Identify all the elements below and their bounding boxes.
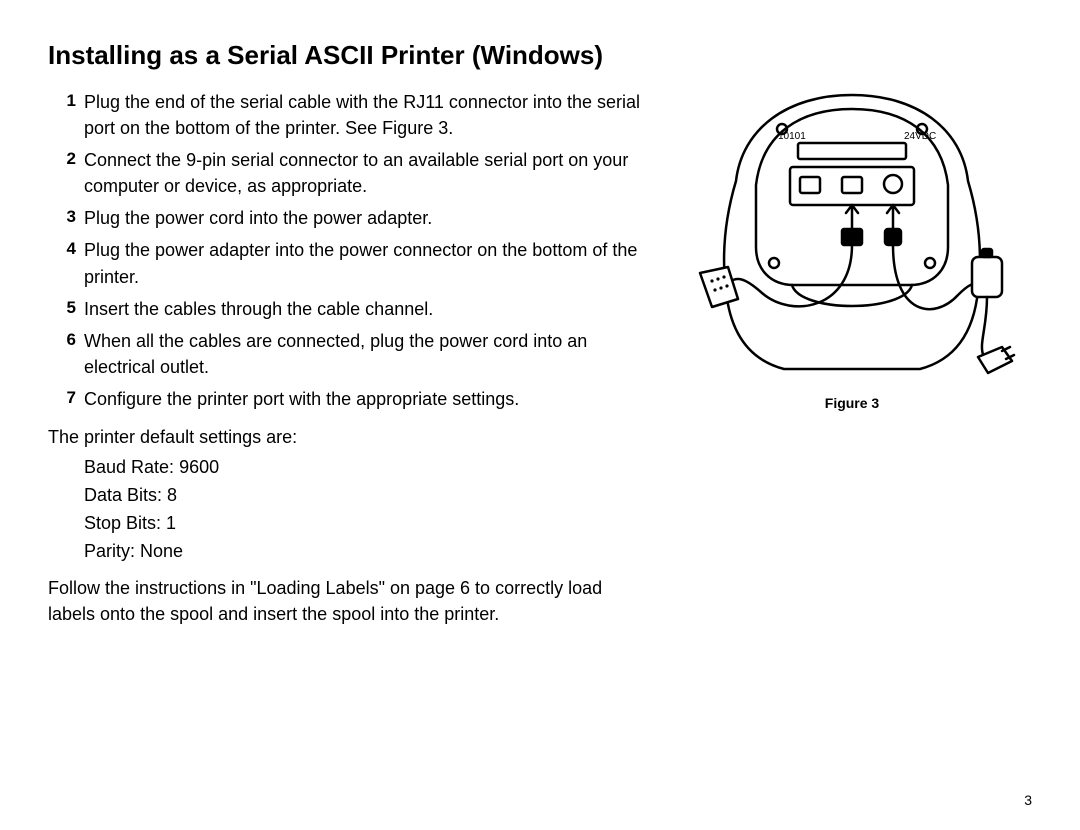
step: 7Configure the printer port with the app… xyxy=(48,386,640,412)
setting-item: Stop Bits: 1 xyxy=(84,510,640,536)
settings-intro: The printer default settings are: xyxy=(48,424,640,450)
step: 4Plug the power adapter into the power c… xyxy=(48,237,640,289)
manual-page: Installing as a Serial ASCII Printer (Wi… xyxy=(0,0,1080,830)
step: 1Plug the end of the serial cable with t… xyxy=(48,89,640,141)
figure-caption: Figure 3 xyxy=(672,395,1032,411)
step-text: Connect the 9-pin serial connector to an… xyxy=(84,147,640,199)
step-number: 5 xyxy=(48,296,84,321)
setting-item: Baud Rate: 9600 xyxy=(84,454,640,480)
setting-item: Parity: None xyxy=(84,538,640,564)
instructions-column: 1Plug the end of the serial cable with t… xyxy=(48,89,640,627)
step-text: Insert the cables through the cable chan… xyxy=(84,296,640,322)
step-text: Plug the power adapter into the power co… xyxy=(84,237,640,289)
steps-list: 1Plug the end of the serial cable with t… xyxy=(48,89,640,412)
figure-port-label-right: 24VDC xyxy=(904,131,936,142)
step-text: Configure the printer port with the appr… xyxy=(84,386,640,412)
step: 6When all the cables are connected, plug… xyxy=(48,328,640,380)
setting-item: Data Bits: 8 xyxy=(84,482,640,508)
step-number: 3 xyxy=(48,205,84,230)
step-text: Plug the end of the serial cable with th… xyxy=(84,89,640,141)
page-title: Installing as a Serial ASCII Printer (Wi… xyxy=(48,40,1032,71)
printer-diagram-icon: 10101 24VDC xyxy=(682,89,1022,389)
figure-port-label-left: 10101 xyxy=(778,131,806,142)
trailing-paragraph: Follow the instructions in "Loading Labe… xyxy=(48,575,640,627)
step-number: 4 xyxy=(48,237,84,262)
page-body: 1Plug the end of the serial cable with t… xyxy=(48,89,1032,627)
page-number: 3 xyxy=(1024,792,1032,808)
step: 2Connect the 9-pin serial connector to a… xyxy=(48,147,640,199)
step-text: When all the cables are connected, plug … xyxy=(84,328,640,380)
step: 5Insert the cables through the cable cha… xyxy=(48,296,640,322)
step-number: 1 xyxy=(48,89,84,114)
figure-column: 10101 24VDC Figure 3 xyxy=(672,89,1032,411)
settings-list: Baud Rate: 9600 Data Bits: 8 Stop Bits: … xyxy=(48,454,640,564)
step-text: Plug the power cord into the power adapt… xyxy=(84,205,640,231)
step-number: 6 xyxy=(48,328,84,353)
step: 3Plug the power cord into the power adap… xyxy=(48,205,640,231)
step-number: 7 xyxy=(48,386,84,411)
step-number: 2 xyxy=(48,147,84,172)
